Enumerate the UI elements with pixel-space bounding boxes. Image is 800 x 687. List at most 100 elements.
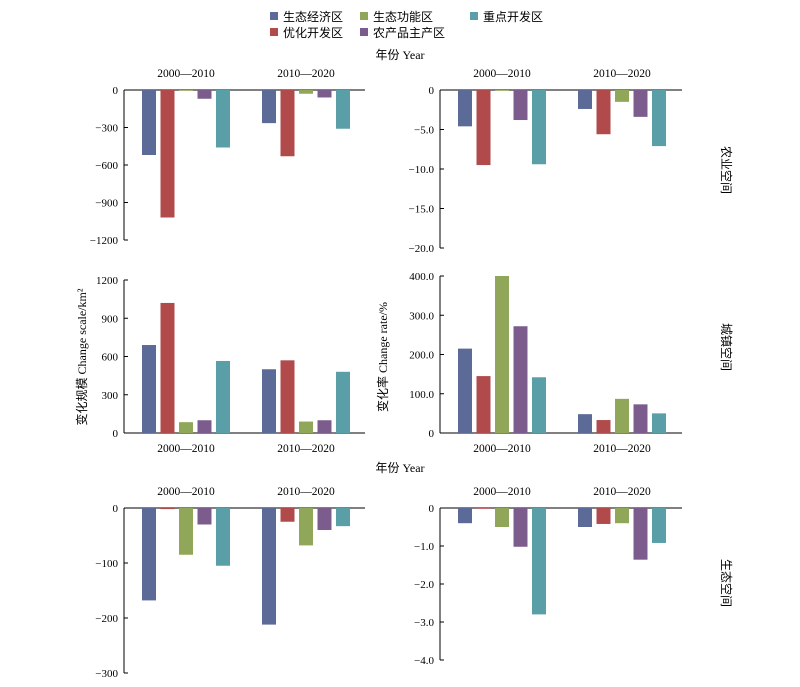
- year-label-top: 年份 Year: [375, 48, 424, 62]
- category-label: 2000—2010: [473, 68, 531, 80]
- bar-key-development: [216, 90, 230, 148]
- y-tick-label: 0: [113, 503, 119, 515]
- category-label: 2010—2020: [277, 486, 335, 498]
- bar-eco-function: [179, 422, 193, 433]
- y-tick-label: −10.0: [409, 164, 435, 176]
- y-tick-label: 0: [113, 85, 119, 97]
- bar-key-development: [336, 90, 350, 129]
- bar-agri-production: [513, 508, 528, 547]
- y-tick-label: 0: [429, 428, 435, 440]
- bar-key-development: [216, 508, 230, 566]
- y-tick-label: 900: [102, 313, 119, 325]
- panel-1: −1200 −900 −600 −300 0 2000—2010 2010—2020: [90, 68, 365, 247]
- y-tick-label: −20.0: [409, 243, 435, 255]
- bar-eco-economy: [578, 508, 592, 527]
- bar-key-development: [652, 90, 666, 147]
- bar-eco-economy: [458, 348, 472, 433]
- y-tick-label: 0: [429, 503, 435, 515]
- y-tick-label: 100.0: [409, 389, 434, 401]
- y-tick-label: −1200: [90, 235, 119, 247]
- bar-optimized-development: [280, 90, 295, 157]
- bar-optimized-development: [596, 420, 611, 433]
- bar-eco-economy: [262, 369, 276, 433]
- bar-key-development: [532, 377, 546, 433]
- legend-label-key-development: 重点开发区: [483, 9, 543, 24]
- bar-agri-production: [317, 90, 332, 98]
- bar-key-development: [532, 508, 546, 615]
- y-tick-label: −600: [95, 160, 118, 172]
- category-label: 2010—2020: [593, 68, 651, 80]
- bar-agri-production: [317, 508, 332, 530]
- bar-key-development: [652, 508, 666, 543]
- bar-key-development: [336, 371, 350, 433]
- y-tick-label: −300: [95, 668, 118, 680]
- y-tick-label: 0: [429, 85, 435, 97]
- legend-swatch-eco-function: [360, 12, 368, 20]
- panel-2: −20.0 −15.0 −10.0 −5.0 0 2000—2010 2010—2020: [409, 68, 682, 255]
- bar-eco-function: [615, 90, 629, 102]
- bar-eco-economy: [262, 508, 276, 625]
- legend-swatch-eco-economy: [270, 12, 278, 20]
- year-label-middle: 年份 Year: [375, 461, 424, 475]
- category-label: 2010—2020: [593, 486, 651, 498]
- bar-eco-economy: [458, 508, 472, 524]
- y-tick-label: 200.0: [409, 350, 434, 362]
- bar-eco-function: [495, 90, 509, 91]
- bar-eco-function: [615, 398, 629, 433]
- bar-agri-production: [633, 508, 648, 560]
- bar-key-development: [336, 508, 350, 527]
- y-tick-label: −4.0: [414, 655, 434, 667]
- y-tick-label: −5.0: [414, 125, 434, 137]
- bar-optimized-development: [476, 90, 491, 166]
- y-tick-label: 0: [113, 428, 119, 440]
- row-label-urban-space: 城镇空间: [719, 323, 733, 371]
- bar-eco-economy: [578, 414, 592, 433]
- y-tick-label: 400.0: [409, 271, 434, 283]
- bar-eco-economy: [262, 90, 276, 124]
- y-tick-label: 1200: [96, 275, 119, 287]
- category-label: 2000—2010: [157, 486, 215, 498]
- bar-key-development: [216, 360, 230, 433]
- category-label: 2010—2020: [593, 443, 651, 455]
- bar-agri-production: [197, 508, 212, 525]
- y-tick-label: −3.0: [414, 617, 434, 629]
- bar-key-development: [532, 90, 546, 165]
- bar-optimized-development: [280, 360, 295, 433]
- bar-agri-production: [513, 90, 528, 121]
- bar-agri-production: [317, 420, 332, 433]
- category-label: 2000—2010: [473, 486, 531, 498]
- bar-agri-production: [513, 326, 528, 433]
- bar-eco-economy: [142, 345, 156, 433]
- bar-optimized-development: [160, 302, 175, 433]
- legend-swatch-agri-production: [360, 28, 368, 36]
- category-label: 2000—2010: [157, 68, 215, 80]
- bar-eco-economy: [458, 90, 472, 127]
- panel-3: 0 300 600 900 1200 2000—2010 2010—2020: [96, 275, 365, 455]
- bar-eco-function: [495, 276, 509, 433]
- bar-agri-production: [633, 404, 648, 433]
- category-label: 2010—2020: [277, 68, 335, 80]
- y-tick-label: 300.0: [409, 310, 434, 322]
- bar-agri-production: [197, 420, 212, 433]
- y-tick-label: −300: [95, 123, 118, 135]
- bar-agri-production: [197, 90, 212, 99]
- legend-swatch-optimized-development: [270, 28, 278, 36]
- bar-eco-function: [615, 508, 629, 524]
- bar-optimized-development: [476, 508, 491, 509]
- category-label: 2000—2010: [473, 443, 531, 455]
- bar-optimized-development: [596, 90, 611, 135]
- bar-key-development: [652, 413, 666, 433]
- category-label: 2000—2010: [157, 443, 215, 455]
- bar-eco-economy: [578, 90, 592, 109]
- y-tick-label: −15.0: [409, 204, 435, 216]
- y-axis-label-rate: 变化率 Change rate/%: [375, 302, 390, 412]
- row-label-agricultural-space: 农业空间: [719, 146, 733, 194]
- panel-5: −300 −200 −100 0 2000—2010 2010—2020: [95, 486, 365, 680]
- category-label: 2010—2020: [277, 443, 335, 455]
- bar-optimized-development: [596, 508, 611, 524]
- bar-eco-economy: [142, 90, 156, 155]
- bar-eco-economy: [142, 508, 156, 601]
- bar-eco-function: [495, 508, 509, 527]
